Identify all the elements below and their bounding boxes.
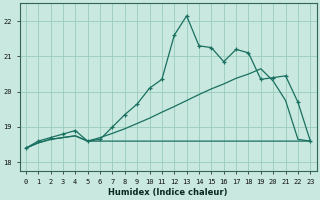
X-axis label: Humidex (Indice chaleur): Humidex (Indice chaleur) bbox=[108, 188, 228, 197]
